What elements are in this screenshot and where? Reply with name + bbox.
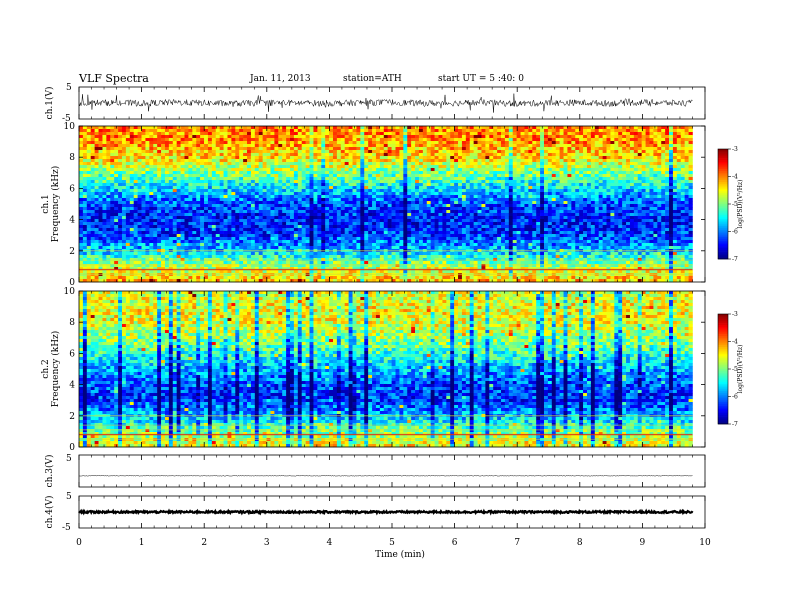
- time-tick-label: 10: [699, 538, 711, 548]
- ch2-spectrogram-panel: 0 2 4 6 8 10 ch.2 Frequency (kHz) -3 -4 -5 -6 -7 l…: [41, 287, 744, 453]
- spec-ytick-label: 4: [69, 381, 75, 391]
- spec-ytick-label: 6: [69, 184, 75, 194]
- ch3-waveform-trace: [78, 475, 693, 477]
- ch2-spec-ylabel-line1: ch.2: [41, 359, 51, 378]
- station-label: station=ATH: [343, 74, 402, 84]
- spec-ytick-label: 0: [69, 443, 75, 453]
- time-axis-ticks: [78, 87, 706, 528]
- colorbar-tick-label: -7: [732, 421, 738, 428]
- ch1-spec-ylabel-freq: Frequency (kHz): [50, 166, 61, 243]
- colorbar-tick-label: -7: [732, 256, 738, 263]
- colorbar-tick-label: -4: [732, 339, 738, 346]
- colorbar-tick-label: -6: [732, 394, 738, 401]
- colorbar-tick-label: -3: [732, 146, 738, 153]
- ch1-ytick-top: 5: [66, 83, 72, 93]
- ch4-ylabel: ch.4(V): [44, 496, 55, 529]
- colorbar-tick-label: -5: [732, 366, 738, 373]
- ch1-spec-yticks: 0 2 4 6 8 10: [64, 122, 705, 288]
- ch1-spectrogram-panel: 0 2 4 6 8 10 ch.1 Frequency (kHz) -3 -4 -5 -6 -7 l…: [41, 122, 744, 288]
- ch4-ytick-top: 5: [66, 492, 72, 502]
- ch3-ylabel: ch.3(V): [44, 455, 55, 488]
- ch2-spec-yticks: 0 2 4 6 8 10: [64, 287, 705, 453]
- time-tick-label: 6: [452, 538, 458, 548]
- colorbar-label: log(PSD)(V²/Hz): [737, 345, 744, 394]
- colorbar-label: log(PSD)(V²/Hz): [737, 180, 744, 229]
- time-tick-label: 3: [264, 538, 270, 548]
- ch2-spectrogram-image: [79, 291, 693, 448]
- ch3-ytick-top: 5: [66, 454, 72, 464]
- ch1-spec-ylabel-channel: ch.1: [41, 194, 51, 213]
- spec-ytick-label: 2: [69, 412, 75, 422]
- time-tick-label: 2: [201, 538, 207, 548]
- colorbar-tick-label: -3: [732, 311, 738, 318]
- ch2-spec-ylabel-line2: Frequency (kHz): [50, 331, 61, 408]
- time-tick-label: 9: [640, 538, 646, 548]
- ch1-colorbar: -3 -4 -5 -6 -7 log(PSD)(V²/Hz): [717, 146, 744, 263]
- time-tick-label: 1: [139, 538, 145, 548]
- ch4-ytick-bottom: -5: [62, 523, 71, 533]
- spec-ytick-label: 0: [69, 278, 75, 288]
- ch4-waveform-trace: [78, 508, 694, 516]
- ch1-ytick-bottom: -5: [62, 114, 71, 124]
- ch1-waveform-panel: 5 -5 ch.1(V): [44, 83, 706, 124]
- time-tick-label: 7: [514, 538, 520, 548]
- spec-ytick-label: 8: [69, 318, 75, 328]
- ch1-spectrogram-image: [79, 126, 693, 283]
- ch3-waveform-panel: 5 ch.3(V): [44, 454, 706, 488]
- date-label: Jan. 11, 2013: [249, 74, 311, 84]
- time-tick-label: 5: [389, 538, 395, 548]
- start-time-label: start UT = 5 :40: 0: [438, 74, 524, 84]
- waveform-line: [78, 475, 693, 477]
- time-tick-label: 0: [76, 538, 82, 548]
- time-axis-tick-labels: 0 1 2 3 4 5 6 7 8 9 10: [76, 538, 711, 548]
- ch2-colorbar: -3 -4 -5 -6 -7 log(PSD)(V²/Hz): [717, 311, 744, 428]
- waveform-line: [78, 93, 693, 113]
- time-tick-label: 4: [327, 538, 333, 548]
- colorbar-tick-label: -4: [732, 174, 738, 181]
- time-axis-label: Time (min): [375, 549, 425, 560]
- ch1-spec-ylabel-line1: ch.1: [41, 194, 51, 213]
- spec-ytick-label: 6: [69, 349, 75, 359]
- time-tick-label: 8: [577, 538, 583, 548]
- figure-title: VLF Spectra: [78, 72, 149, 85]
- ch2-spec-ylabel-channel: ch.2: [41, 359, 51, 378]
- ch1-spec-ylabel-line2: Frequency (kHz): [50, 166, 61, 243]
- ch2-spec-ylabel-freq: Frequency (kHz): [50, 331, 61, 408]
- ch4-waveform-panel: 5 -5 ch.4(V): [44, 492, 706, 533]
- colorbar-tick-label: -6: [732, 229, 738, 236]
- spec-ytick-label: 8: [69, 153, 75, 163]
- spec-ytick-label: 10: [64, 287, 76, 297]
- spec-ytick-label: 4: [69, 216, 75, 226]
- colorbar-tick-label: -5: [732, 201, 738, 208]
- spec-ytick-label: 10: [64, 122, 76, 132]
- spec-ytick-label: 2: [69, 247, 75, 257]
- waveform-line: [78, 508, 694, 516]
- ch1-waveform-trace: [78, 93, 693, 113]
- ch1-ylabel: ch.1(V): [44, 87, 55, 120]
